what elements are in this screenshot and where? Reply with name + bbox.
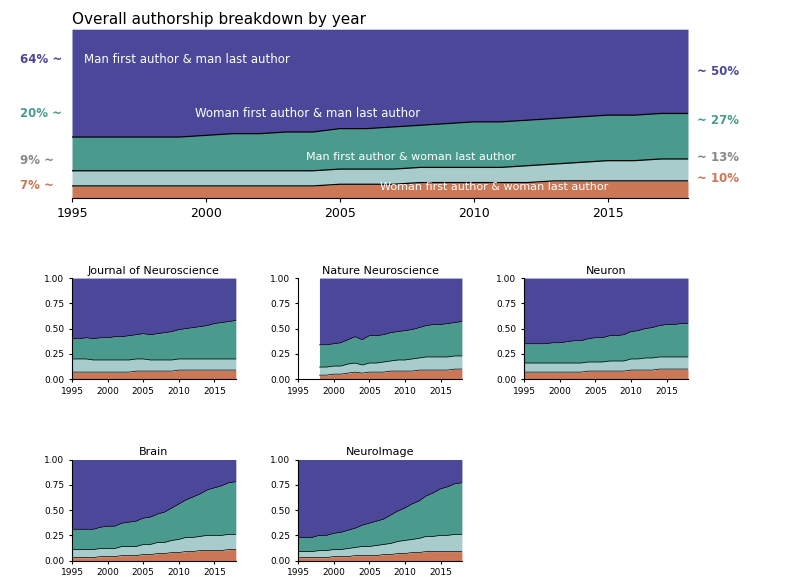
Text: Woman first author & man last author: Woman first author & man last author bbox=[195, 107, 421, 120]
Title: Journal of Neuroscience: Journal of Neuroscience bbox=[88, 266, 220, 276]
Title: NeuroImage: NeuroImage bbox=[346, 447, 414, 457]
Text: 7% ~: 7% ~ bbox=[20, 179, 54, 192]
Text: ~ 13%: ~ 13% bbox=[698, 151, 739, 164]
Text: Man first author & woman last author: Man first author & woman last author bbox=[306, 152, 516, 162]
Text: ~ 50%: ~ 50% bbox=[698, 65, 739, 78]
Text: Overall authorship breakdown by year: Overall authorship breakdown by year bbox=[72, 12, 366, 27]
Text: 20% ~: 20% ~ bbox=[20, 107, 62, 120]
Title: Neuron: Neuron bbox=[586, 266, 626, 276]
Text: Man first author & man last author: Man first author & man last author bbox=[84, 53, 290, 66]
Text: ~ 27%: ~ 27% bbox=[698, 114, 739, 127]
Text: 64% ~: 64% ~ bbox=[20, 53, 62, 66]
Title: Brain: Brain bbox=[139, 447, 169, 457]
Text: ~ 10%: ~ 10% bbox=[698, 172, 739, 185]
Title: Nature Neuroscience: Nature Neuroscience bbox=[322, 266, 438, 276]
Text: Woman first author & woman last author: Woman first author & woman last author bbox=[380, 182, 608, 192]
Text: 9% ~: 9% ~ bbox=[20, 154, 54, 167]
